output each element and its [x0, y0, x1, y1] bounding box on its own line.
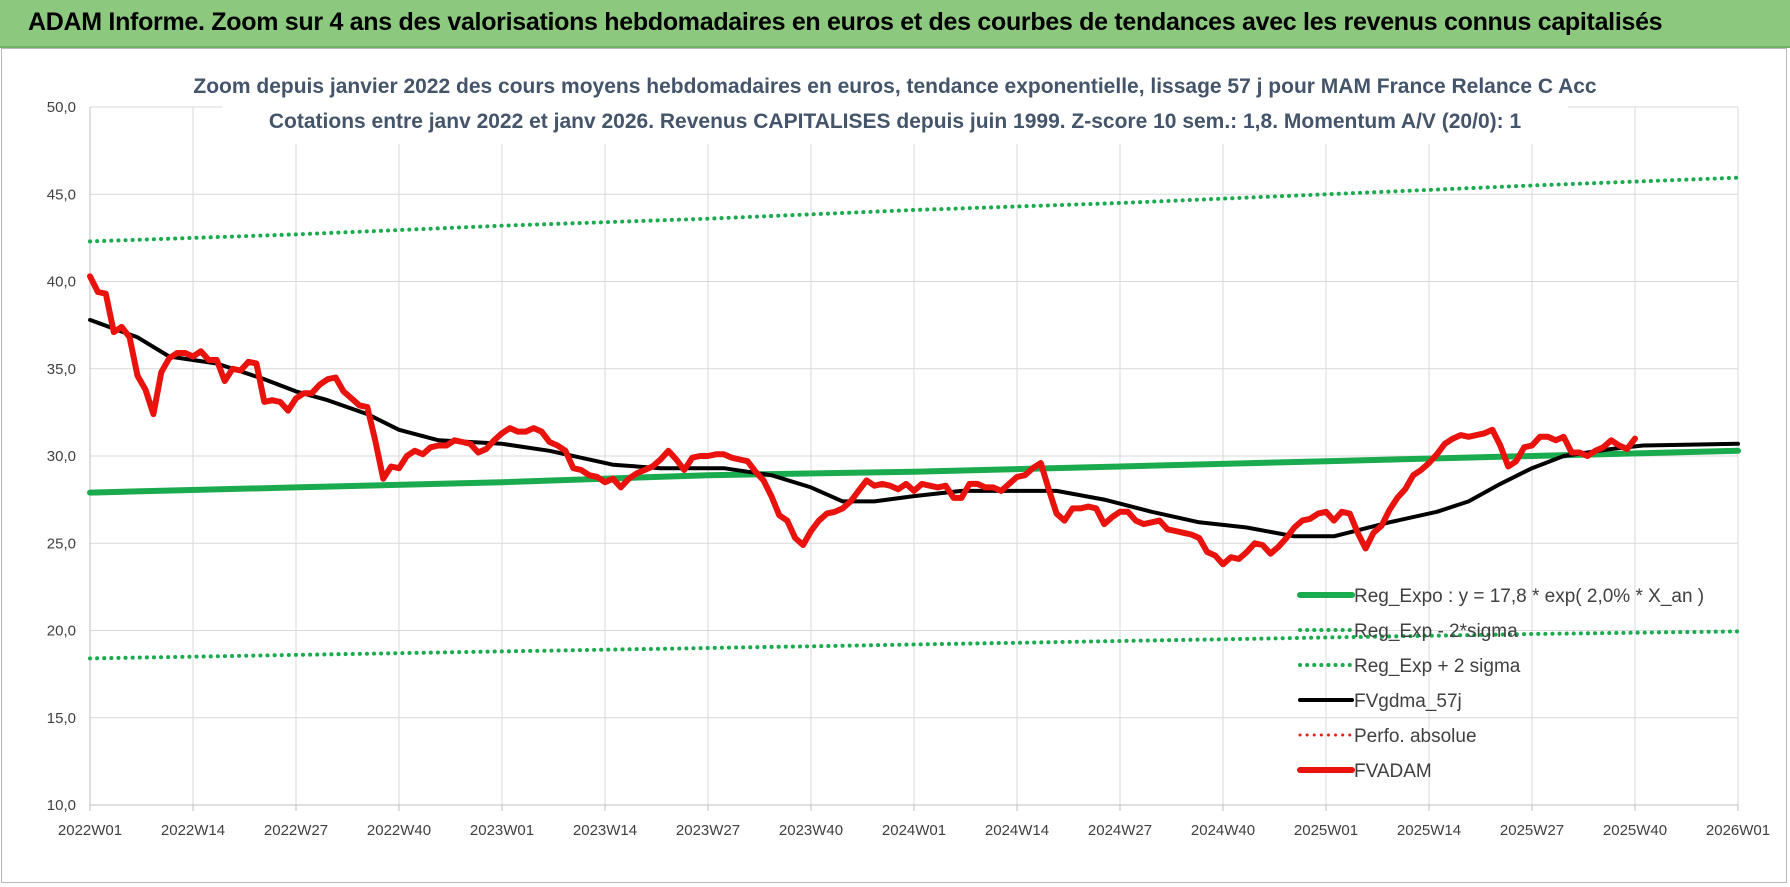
axes: 10,0 15,0 20,0 25,0 30,0 35,0 40,0 45,0 50,0 2022…	[47, 99, 1770, 839]
x-tick-label: 2025W40	[1603, 822, 1667, 839]
x-tick-label: 2025W27	[1500, 822, 1564, 839]
x-tick-label: 2023W01	[470, 822, 534, 839]
x-tick-label: 2022W27	[264, 822, 328, 839]
y-tick-label: 30,0	[47, 448, 76, 465]
legend-label-5: FVADAM	[1354, 761, 1432, 782]
chart-subtitle: Cotations entre janv 2022 et janv 2026. …	[269, 110, 1522, 133]
chart-title: Zoom depuis janvier 2022 des cours moyen…	[193, 75, 1597, 98]
legend-label-2: Reg_Exp + 2 sigma	[1354, 656, 1521, 677]
y-tick-label: 50,0	[47, 99, 76, 116]
series-line-5	[87, 273, 1638, 568]
y-tick-label: 10,0	[47, 797, 76, 814]
x-tick-label: 2022W14	[161, 822, 225, 839]
x-tick-label: 2024W27	[1088, 822, 1152, 839]
y-tick-label: 35,0	[47, 361, 76, 378]
series-line-2	[88, 175, 1740, 244]
y-tick-label: 40,0	[47, 274, 76, 291]
x-tick-label: 2024W40	[1191, 822, 1255, 839]
legend-label-4: Perfo. absolue	[1354, 726, 1477, 747]
x-tick-label: 2023W40	[779, 822, 843, 839]
y-tick-label: 20,0	[47, 623, 76, 640]
x-tick-label: 2025W01	[1294, 822, 1358, 839]
y-tick-label: 45,0	[47, 186, 76, 203]
x-tick-label: 2025W14	[1397, 822, 1461, 839]
x-tick-label: 2022W40	[367, 822, 431, 839]
series-lines	[87, 175, 1741, 661]
x-tick-label: 2024W01	[882, 822, 946, 839]
report-title: ADAM Informe. Zoom sur 4 ans des valoris…	[28, 8, 1663, 36]
legend-label-0: Reg_Expo : y = 17,8 * exp( 2,0% * X_an )	[1354, 586, 1704, 607]
legend: Reg_Expo : y = 17,8 * exp( 2,0% * X_an )…	[1297, 586, 1704, 782]
x-tick-label: 2026W01	[1706, 822, 1770, 839]
legend-label-3: FVgdma_57j	[1354, 691, 1462, 712]
legend-label-1: Reg_Exp - 2*sigma	[1354, 621, 1518, 642]
y-tick-label: 15,0	[47, 710, 76, 727]
x-tick-label: 2023W27	[676, 822, 740, 839]
series-line-0	[87, 447, 1741, 496]
x-tick-label: 2024W14	[985, 822, 1049, 839]
title-background	[222, 68, 1568, 144]
x-tick-label: 2022W01	[58, 822, 122, 839]
series-line-1	[88, 629, 1740, 661]
series-line-3	[88, 317, 1740, 539]
x-tick-label: 2023W14	[573, 822, 637, 839]
chart-frame	[1, 48, 1787, 883]
report-banner: ADAM Informe. Zoom sur 4 ans des valoris…	[0, 0, 1790, 48]
y-tick-label: 25,0	[47, 535, 76, 552]
